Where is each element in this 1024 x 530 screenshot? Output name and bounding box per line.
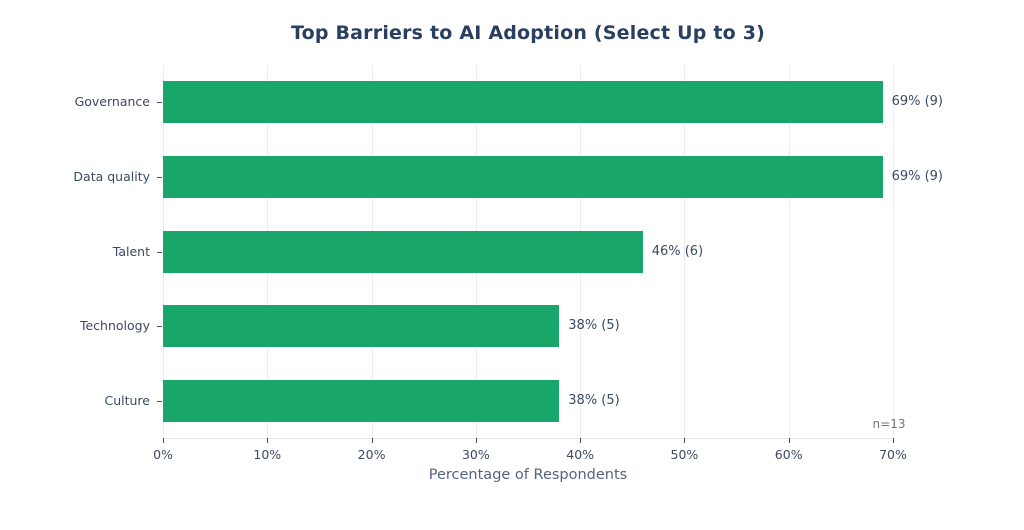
bar-value-label: 38% (5) [568,318,620,334]
x-tick-label-60%: 60% [774,447,803,462]
bar-value-label: 69% (9) [891,168,944,184]
x-tick-mark [371,438,373,443]
bar-data-quality [163,155,883,198]
y-tick-label-data-quality: Data quality [73,168,150,184]
gridline-70% [893,65,894,438]
x-tick-mark [893,438,894,443]
x-tick-mark [475,438,477,443]
x-tick-label-30%: 30% [461,447,490,462]
bar-value-label: 46% (6) [651,243,704,259]
bar-governance [163,81,883,124]
y-tick-mark [157,176,162,178]
bar-value-label: 38% (5) [568,392,620,408]
x-tick-label-50%: 50% [670,447,699,462]
x-tick-label-40%: 40% [566,447,595,462]
x-tick-mark [267,438,269,443]
x-tick-label-70%: 70% [879,447,907,462]
y-tick-mark [157,102,162,104]
x-tick-label-20%: 20% [357,447,386,462]
x-tick-label-0%: 0% [153,447,173,462]
y-tick-mark [157,400,162,402]
y-tick-mark [157,251,162,253]
x-tick-mark [580,438,582,443]
bar-value-label: 69% (9) [891,94,944,110]
y-tick-label-culture: Culture [104,392,150,408]
gridline-60% [788,65,790,438]
y-tick-label-talent: Talent [112,243,150,259]
x-tick-mark [684,438,686,443]
plot-area: 69% (9) 69% (9) 46% (6) 38% (5) 38% (5) [163,65,943,438]
gridline-50% [684,65,686,438]
x-tick-mark [788,438,790,443]
y-tick-mark [157,326,162,328]
bar-talent [163,230,643,273]
y-tick-label-technology: Technology [79,318,150,334]
y-tick-label-governance: Governance [74,94,150,110]
chart-title: Top Barriers to AI Adoption (Select Up t… [290,22,766,44]
bar-technology [163,305,560,348]
x-tick-mark [163,438,164,443]
bar-culture [163,379,560,422]
x-axis-title: Percentage of Respondents [428,467,628,483]
sample-size-annotation: n=13 [872,417,906,431]
x-tick-label-10%: 10% [253,447,282,462]
x-axis-line [163,438,893,439]
